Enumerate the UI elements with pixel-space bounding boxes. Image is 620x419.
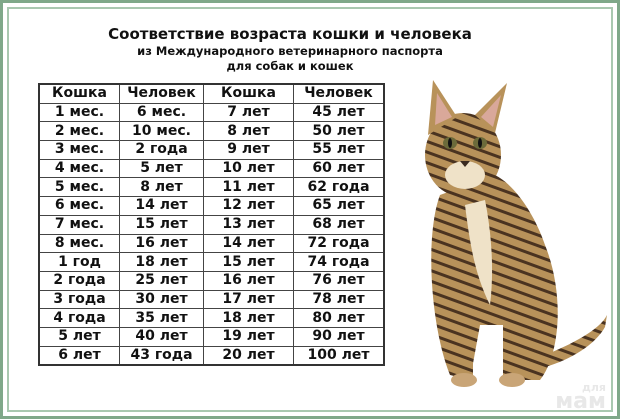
cat-age-cell: 1 год	[38, 252, 120, 272]
cat-age-cell: 7 лет	[203, 102, 294, 123]
cat-age-cell: 17 лет	[203, 289, 294, 310]
cat-age-cell: 10 лет	[203, 158, 294, 179]
human-age-cell: 15 лет	[119, 214, 204, 235]
cat-age-cell: 11 лет	[203, 177, 294, 198]
human-age-cell: 40 лет	[119, 326, 204, 347]
cat-age-cell: 18 лет	[203, 308, 294, 328]
human-age-cell: 72 года	[293, 233, 385, 254]
human-age-cell: 68 лет	[293, 214, 385, 235]
table-row: 2 мес. 10 мес. 8 лет 50 лет	[38, 121, 385, 142]
table-header-row: Кошка Человек Кошка Человек	[38, 83, 385, 104]
table-row: 4 мес. 5 лет 10 лет 60 лет	[38, 158, 385, 179]
table-row: 2 года 25 лет 16 лет 76 лет	[38, 270, 385, 291]
table-row: 4 года 35 лет 18 лет 80 лет	[38, 308, 385, 328]
human-age-cell: 90 лет	[293, 326, 385, 347]
column-header: Кошка	[203, 83, 294, 104]
table-row: 1 мес. 6 мес. 7 лет 45 лет	[38, 102, 385, 123]
human-age-cell: 50 лет	[293, 121, 385, 142]
cat-age-cell: 12 лет	[203, 196, 294, 216]
watermark-line2: мам	[555, 389, 606, 414]
table-row: 5 лет 40 лет 19 лет 90 лет	[38, 326, 385, 347]
cat-age-cell: 9 лет	[203, 140, 294, 160]
human-age-cell: 18 лет	[119, 252, 204, 272]
cat-age-cell: 7 мес.	[38, 214, 120, 235]
human-age-cell: 65 лет	[293, 196, 385, 216]
watermark: для мам	[555, 381, 606, 414]
column-header: Кошка	[38, 83, 120, 104]
cat-age-cell: 20 лет	[203, 345, 294, 366]
human-age-cell: 60 лет	[293, 158, 385, 179]
human-age-cell: 14 лет	[119, 196, 204, 216]
subtitle-line2: для собак и кошек	[226, 59, 354, 73]
age-table: Кошка Человек Кошка Человек 1 мес. 6 мес. 7 л…	[38, 83, 385, 367]
human-age-cell: 76 лет	[293, 270, 385, 291]
cat-image	[425, 80, 607, 387]
human-age-cell: 25 лет	[119, 270, 204, 291]
cat-age-cell: 2 года	[38, 270, 120, 291]
cat-age-cell: 8 мес.	[38, 233, 120, 254]
cat-age-cell: 6 мес.	[38, 196, 120, 216]
page-title: Соответствие возраста кошки и человека	[108, 25, 472, 43]
human-age-cell: 43 года	[119, 345, 204, 366]
cat-age-cell: 8 лет	[203, 121, 294, 142]
cat-age-cell: 13 лет	[203, 214, 294, 235]
table-row: 3 мес. 2 года 9 лет 55 лет	[38, 140, 385, 160]
cat-age-cell: 14 лет	[203, 233, 294, 254]
cat-age-cell: 1 мес.	[38, 102, 120, 123]
table-row: 3 года 30 лет 17 лет 78 лет	[38, 289, 385, 310]
table-row: 7 мес. 15 лет 13 лет 68 лет	[38, 214, 385, 235]
cat-age-cell: 3 года	[38, 289, 120, 310]
watermark-line1: для	[581, 381, 606, 394]
human-age-cell: 78 лет	[293, 289, 385, 310]
cat-age-cell: 4 мес.	[38, 158, 120, 179]
cat-age-cell: 6 лет	[38, 345, 120, 366]
cat-age-cell: 5 мес.	[38, 177, 120, 198]
cat-age-cell: 4 года	[38, 308, 120, 328]
human-age-cell: 5 лет	[119, 158, 204, 179]
table-row: 6 мес. 14 лет 12 лет 65 лет	[38, 196, 385, 216]
cat-age-cell: 15 лет	[203, 252, 294, 272]
human-age-cell: 62 года	[293, 177, 385, 198]
cat-age-cell: 2 мес.	[38, 121, 120, 142]
cat-age-cell: 3 мес.	[38, 140, 120, 160]
human-age-cell: 6 мес.	[119, 102, 204, 123]
column-header: Человек	[293, 83, 385, 104]
human-age-cell: 2 года	[119, 140, 204, 160]
human-age-cell: 16 лет	[119, 233, 204, 254]
table-body: 1 мес. 6 мес. 7 лет 45 лет 2 мес. 10 мес. 8 ле…	[38, 102, 385, 366]
cat-age-cell: 5 лет	[38, 326, 120, 347]
human-age-cell: 8 лет	[119, 177, 204, 198]
column-header: Человек	[119, 83, 204, 104]
human-age-cell: 55 лет	[293, 140, 385, 160]
table-row: 1 год 18 лет 15 лет 74 года	[38, 252, 385, 272]
cat-age-cell: 19 лет	[203, 326, 294, 347]
human-age-cell: 35 лет	[119, 308, 204, 328]
table-row: 6 лет 43 года 20 лет 100 лет	[38, 345, 385, 366]
human-age-cell: 30 лет	[119, 289, 204, 310]
cat-age-cell: 16 лет	[203, 270, 294, 291]
human-age-cell: 45 лет	[293, 102, 385, 123]
human-age-cell: 80 лет	[293, 308, 385, 328]
human-age-cell: 100 лет	[293, 345, 385, 366]
human-age-cell: 10 мес.	[119, 121, 204, 142]
subtitle-line1: из Международного ветеринарного паспорта	[137, 44, 443, 58]
table-row: 8 мес. 16 лет 14 лет 72 года	[38, 233, 385, 254]
table-row: 5 мес. 8 лет 11 лет 62 года	[38, 177, 385, 198]
human-age-cell: 74 года	[293, 252, 385, 272]
